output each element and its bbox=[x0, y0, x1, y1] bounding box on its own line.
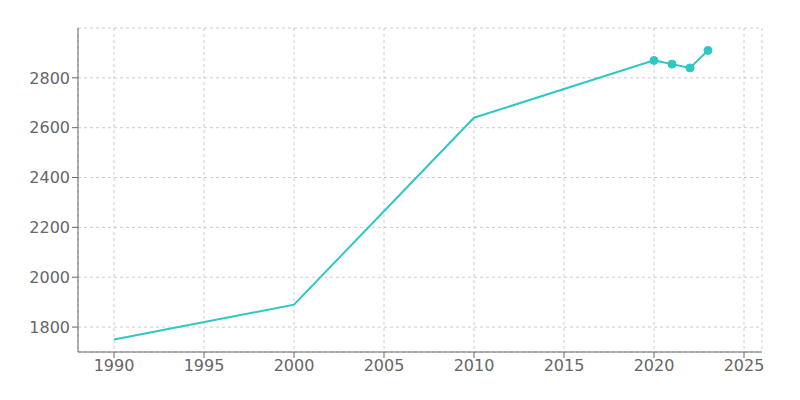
svg-text:2000: 2000 bbox=[274, 356, 315, 375]
svg-text:1995: 1995 bbox=[184, 356, 225, 375]
svg-text:2000: 2000 bbox=[29, 268, 70, 287]
svg-text:2800: 2800 bbox=[29, 69, 70, 88]
svg-text:2600: 2600 bbox=[29, 118, 70, 137]
svg-text:2010: 2010 bbox=[454, 356, 495, 375]
svg-text:2020: 2020 bbox=[634, 356, 675, 375]
svg-text:1990: 1990 bbox=[94, 356, 135, 375]
svg-text:2200: 2200 bbox=[29, 218, 70, 237]
svg-text:2400: 2400 bbox=[29, 168, 70, 187]
svg-text:2015: 2015 bbox=[544, 356, 585, 375]
svg-text:2005: 2005 bbox=[364, 356, 405, 375]
svg-text:1800: 1800 bbox=[29, 318, 70, 337]
svg-text:2025: 2025 bbox=[724, 356, 765, 375]
